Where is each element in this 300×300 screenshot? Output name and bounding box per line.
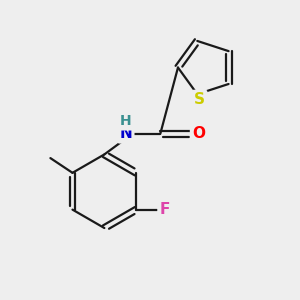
Text: N: N — [119, 126, 132, 141]
Text: F: F — [160, 202, 170, 217]
Text: O: O — [192, 126, 205, 141]
Text: H: H — [120, 114, 132, 128]
Text: S: S — [194, 92, 205, 107]
